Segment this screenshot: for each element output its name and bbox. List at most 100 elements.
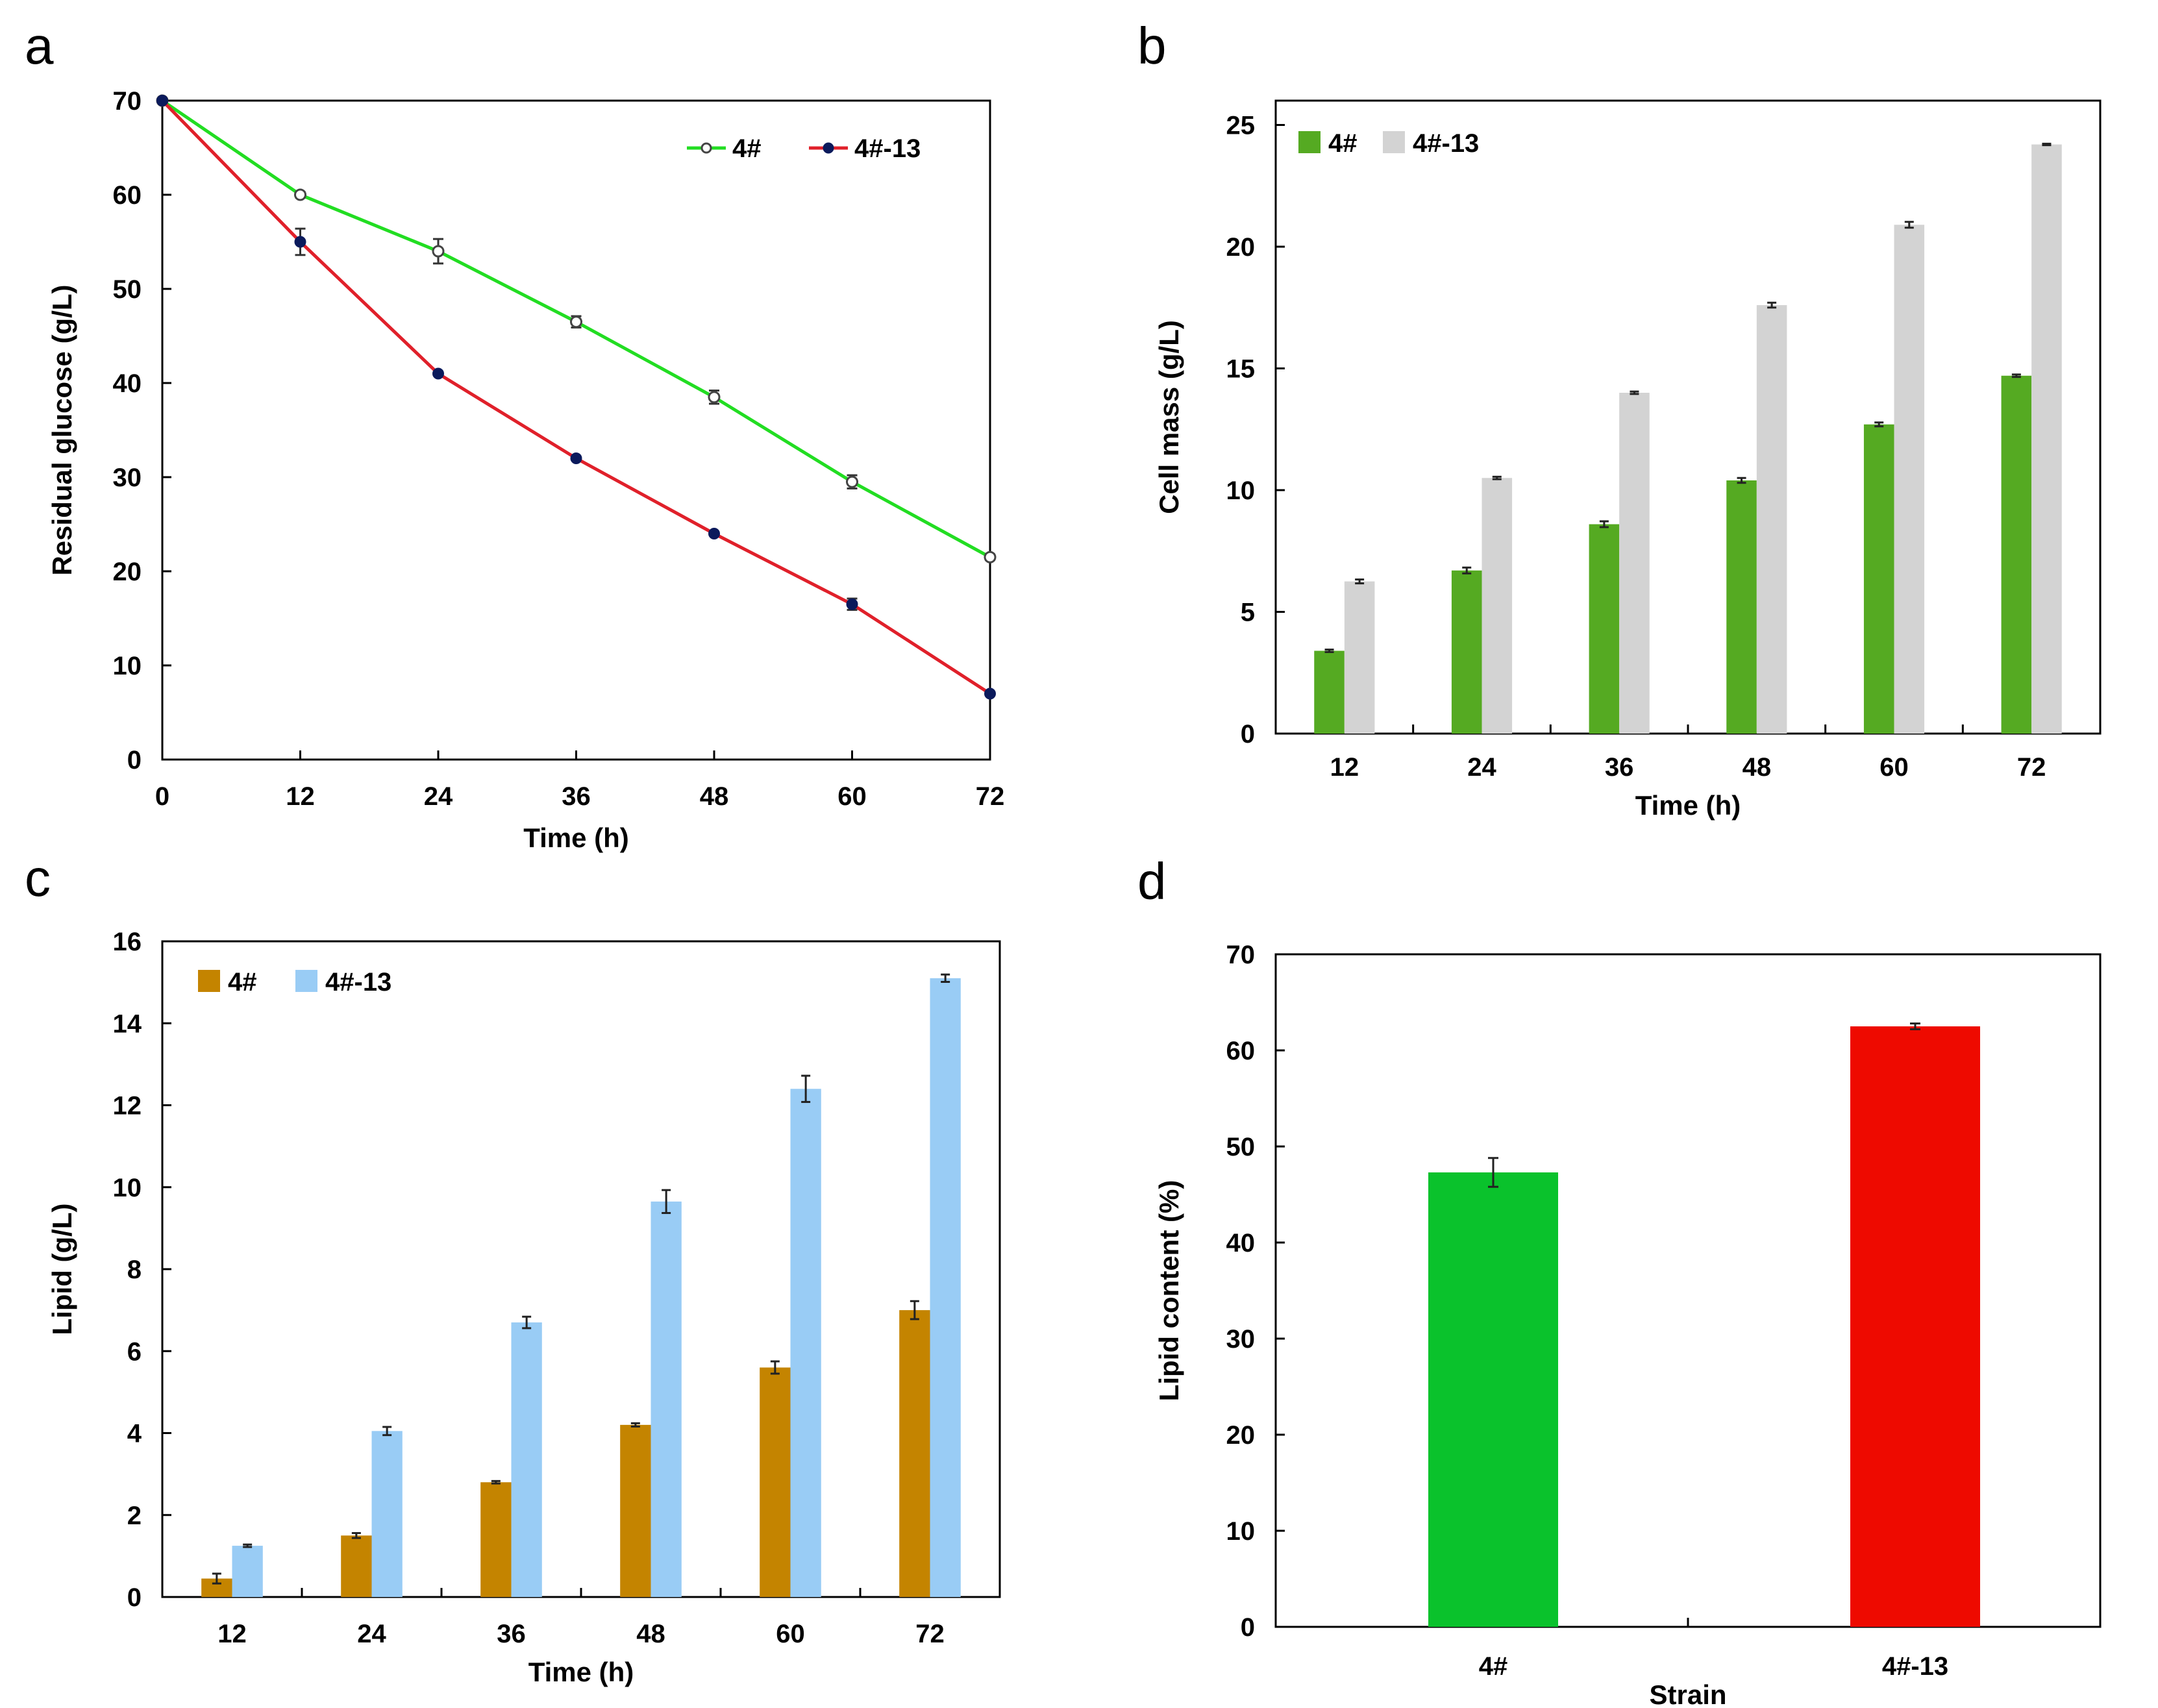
x-axis-title: Time (h)	[528, 1657, 634, 1687]
legend-swatch	[198, 970, 220, 992]
y-tick-label: 30	[1226, 1325, 1256, 1354]
series-4#	[201, 1300, 930, 1597]
y-tick-label: 6	[127, 1337, 142, 1366]
x-tick-label: 48	[636, 1620, 665, 1648]
x-tick-label: 12	[286, 782, 315, 811]
x-axis-title: Time (h)	[1635, 790, 1741, 821]
bar	[620, 1424, 651, 1597]
y-tick-label: 12	[113, 1092, 142, 1120]
bar	[2001, 375, 2032, 734]
bar	[1314, 650, 1345, 734]
panel-letter: c	[25, 849, 51, 907]
x-tick-label: 60	[776, 1620, 805, 1648]
x-tick-label: 36	[497, 1620, 526, 1648]
bar	[511, 1322, 542, 1597]
panel-letter: d	[1137, 852, 1167, 910]
x-tick-label: 36	[1605, 753, 1634, 782]
x-tick-label: 4#	[1479, 1652, 1508, 1681]
y-tick-label: 8	[127, 1256, 142, 1284]
y-axis-title: Lipid (g/L)	[47, 1204, 77, 1335]
series-line	[161, 99, 991, 559]
bar	[371, 1431, 403, 1597]
y-tick-label: 25	[1226, 112, 1256, 140]
data-point	[294, 188, 306, 201]
legend-swatch	[1383, 131, 1405, 153]
bar	[1451, 570, 1482, 734]
x-tick-label: 12	[217, 1620, 247, 1648]
plot-area-frame	[161, 99, 991, 761]
x-tick-label: 72	[2017, 753, 2046, 782]
series-4#-13	[1344, 142, 2062, 734]
y-tick-label: 0	[127, 1583, 142, 1612]
panel-letter: a	[25, 17, 54, 75]
y-tick-label: 10	[113, 652, 142, 680]
data-point	[708, 391, 721, 404]
x-tick-label: 24	[357, 1620, 386, 1648]
y-axis-title: Cell mass (g/L)	[1154, 320, 1184, 514]
bar	[1344, 581, 1375, 734]
bar	[1863, 424, 1894, 734]
bar	[1894, 225, 1925, 734]
y-tick-label: 40	[1226, 1229, 1256, 1257]
data-point	[156, 95, 168, 106]
data-point	[984, 687, 996, 700]
bar	[1482, 478, 1513, 734]
data-point	[432, 245, 445, 258]
panel-a: a 0 10 20 30 40 50 60 70 Residual glucose (g/L) Ti…	[25, 17, 1004, 853]
legend-label: 4#-13	[854, 134, 921, 163]
y-tick-label: 50	[1226, 1133, 1256, 1161]
data-point	[708, 528, 720, 539]
legend-label: 4#	[1328, 129, 1358, 158]
series-4#-13	[156, 95, 996, 700]
legend-swatch	[295, 970, 317, 992]
bar	[899, 1310, 930, 1597]
bar	[790, 1089, 821, 1597]
bar	[341, 1535, 372, 1597]
data-point	[294, 236, 306, 248]
legend-marker	[701, 142, 712, 154]
y-tick-label: 10	[1226, 477, 1256, 505]
y-tick-label: 0	[127, 746, 142, 774]
legend: 4# 4#-13	[198, 968, 391, 996]
bar	[1619, 393, 1650, 734]
x-tick-label: 24	[1467, 753, 1496, 782]
panel-letter: b	[1137, 17, 1167, 75]
series-line	[161, 99, 991, 695]
bar	[1756, 305, 1787, 734]
y-tick-label: 40	[113, 369, 142, 398]
bar	[1428, 1172, 1558, 1627]
y-tick-label: 20	[1226, 233, 1256, 262]
y-tick-label: 5	[1241, 599, 1255, 627]
y-axis-title: Lipid content (%)	[1154, 1180, 1184, 1402]
legend: 4# 4#-13	[1298, 129, 1479, 158]
y-tick-label: 60	[1226, 1037, 1256, 1065]
x-tick-label: 48	[700, 782, 729, 811]
data-point	[570, 452, 582, 464]
x-tick-label: 48	[1743, 753, 1772, 782]
series-4#	[156, 94, 997, 563]
x-tick-label: 60	[837, 782, 867, 811]
x-tick-label: 24	[424, 782, 453, 811]
bar	[1726, 480, 1757, 734]
bar	[232, 1546, 263, 1597]
y-axis-title: Residual glucose (g/L)	[47, 284, 77, 575]
y-tick-label: 20	[113, 558, 142, 586]
x-tick-label: 72	[976, 782, 1005, 811]
legend-label: 4#	[228, 968, 257, 996]
legend-marker	[823, 142, 834, 154]
legend-label: 4#	[732, 134, 762, 163]
data-point	[984, 551, 997, 563]
legend-swatch	[1298, 131, 1321, 153]
plot-area-frame	[1274, 99, 2102, 735]
x-tick-label: 60	[1879, 753, 1909, 782]
data-point	[570, 316, 582, 328]
panel-d: d 0 10 20 30 40 50 60 70 Lipid content (%) Strain 4…	[1137, 852, 2102, 1708]
y-tick-label: 20	[1226, 1421, 1256, 1450]
x-tick-label: 12	[1330, 753, 1359, 782]
x-tick-label: 36	[562, 782, 591, 811]
series-4#-13	[232, 973, 961, 1597]
bar	[760, 1367, 791, 1597]
y-tick-label: 30	[113, 464, 142, 492]
